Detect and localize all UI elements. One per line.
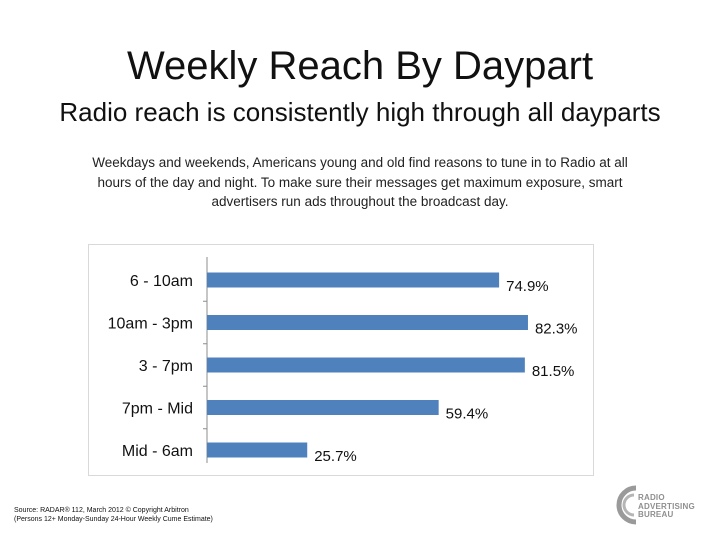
category-label: 10am - 3pm	[108, 316, 193, 333]
bar	[207, 315, 528, 330]
page-subtitle: Radio reach is consistently high through…	[59, 97, 661, 127]
bar	[207, 442, 308, 458]
source-line-2: (Persons 12+ Monday-Sunday 24-Hour Weekl…	[14, 516, 213, 523]
page-title: Weekly Reach By Daypart	[126, 44, 594, 88]
bar	[207, 400, 439, 415]
data-label: 81.5%	[532, 363, 575, 380]
rab-logo-icon	[616, 485, 637, 525]
category-label: 3 - 7pm	[139, 358, 193, 375]
intro-paragraph: Weekdays and weekends, Americans young a…	[92, 155, 628, 209]
source-line-1: Source: RADAR® 112, March 2012 © Copyrig…	[14, 507, 189, 514]
source-note: Source: RADAR® 112, March 2012 © Copyrig…	[14, 506, 314, 524]
category-label: 6 - 10am	[130, 273, 193, 290]
reach-bar-chart: 6 - 10am 74.9% 10am - 3pm 82.3% 3 - 7pm 81.5%…	[108, 257, 578, 465]
data-label: 59.4%	[446, 406, 489, 423]
category-label: Mid - 6am	[122, 443, 193, 460]
chart-panel: 6 - 10am 74.9% 10am - 3pm 82.3% 3 - 7pm 81.5%…	[88, 244, 594, 476]
logo-line-3: BUREAU	[638, 510, 674, 519]
rab-logo-text: RADIO ADVERTISING BUREAU	[638, 493, 695, 520]
logo-line-1: RADIO	[638, 493, 665, 502]
bar	[207, 272, 500, 288]
logo-line-2: ADVERTISING	[638, 501, 695, 511]
category-label: 7pm - Mid	[122, 401, 193, 418]
bar	[207, 357, 525, 373]
data-label: 74.9%	[506, 278, 549, 295]
data-label: 25.7%	[314, 448, 357, 465]
data-label: 82.3%	[535, 321, 578, 338]
